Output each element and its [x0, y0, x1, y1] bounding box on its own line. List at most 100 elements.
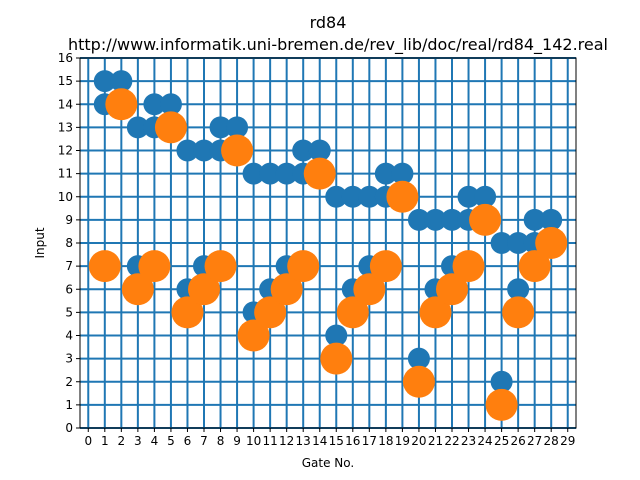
control-point	[441, 208, 463, 231]
x-tick-label: 8	[217, 434, 225, 448]
x-tick-label: 3	[134, 434, 142, 448]
target-point	[369, 250, 402, 283]
control-point	[110, 70, 133, 93]
x-tick-label: 5	[167, 434, 175, 448]
x-tick-label: 11	[262, 434, 277, 448]
chart-subtitle: http://www.informatik.uni-bremen.de/rev_…	[68, 35, 608, 55]
x-tick-label: 18	[378, 434, 393, 448]
x-tick-label: 25	[494, 434, 509, 448]
control-point	[358, 185, 381, 208]
target-point	[336, 296, 369, 329]
y-tick-label: 1	[65, 398, 73, 412]
y-tick-label: 5	[65, 305, 73, 319]
target-point	[105, 88, 138, 121]
target-point	[303, 157, 336, 190]
control-point	[540, 208, 563, 231]
control-point	[325, 185, 348, 208]
y-tick-label: 7	[65, 259, 73, 273]
control-point	[391, 162, 414, 185]
target-point	[419, 296, 452, 329]
y-tick-label: 8	[65, 236, 73, 250]
target-point	[386, 180, 419, 213]
x-tick-label: 4	[151, 434, 159, 448]
x-tick-label: 29	[560, 434, 575, 448]
y-tick-label: 4	[65, 329, 73, 343]
y-tick-label: 6	[65, 282, 73, 296]
target-point	[287, 250, 320, 283]
control-point	[242, 162, 265, 185]
target-point	[353, 273, 386, 306]
target-point	[88, 250, 121, 283]
control-point	[490, 232, 513, 254]
target-point	[485, 388, 518, 421]
x-tick-label: 21	[428, 434, 443, 448]
y-tick-label: 12	[58, 144, 73, 158]
x-tick-label: 24	[477, 434, 492, 448]
target-point	[402, 365, 435, 398]
control-point	[424, 208, 447, 231]
control-point	[126, 116, 149, 139]
x-tick-label: 22	[444, 434, 459, 448]
target-point	[270, 273, 303, 306]
target-point	[502, 296, 535, 329]
y-axis-label: Input	[33, 227, 47, 258]
target-point	[254, 296, 287, 329]
y-tick-label: 13	[58, 120, 73, 134]
y-tick-label: 14	[58, 97, 73, 111]
target-point	[237, 319, 270, 352]
x-axis: 0 1 2 3 4 5 6 7 8 9 10 11 12 13 14 15 16 17 18 19 20 21 22 23 24…	[84, 428, 575, 448]
y-tick-label: 10	[58, 190, 73, 204]
control-point	[474, 185, 497, 208]
x-tick-label: 20	[411, 434, 426, 448]
control-point	[93, 70, 116, 93]
control-point	[292, 139, 315, 162]
control-point	[407, 208, 430, 231]
target-point	[171, 296, 204, 329]
target-point	[154, 111, 187, 144]
x-tick-label: 28	[544, 434, 559, 448]
y-tick-label: 15	[58, 74, 73, 88]
control-point	[507, 232, 530, 254]
target-point	[452, 250, 485, 283]
y-tick-label: 2	[65, 375, 73, 389]
x-tick-label: 27	[527, 434, 542, 448]
x-tick-label: 26	[510, 434, 525, 448]
control-point	[457, 185, 480, 208]
x-tick-label: 0	[84, 434, 92, 448]
y-tick-label: 3	[65, 352, 73, 366]
control-point	[490, 370, 513, 393]
control-point	[209, 116, 232, 139]
target-point	[436, 273, 468, 306]
x-tick-label: 7	[200, 434, 208, 448]
target-point	[188, 273, 220, 306]
control-point	[341, 185, 364, 208]
control-point	[159, 93, 182, 116]
x-tick-label: 1	[101, 434, 109, 448]
x-tick-label: 16	[345, 434, 360, 448]
x-tick-label: 2	[118, 434, 126, 448]
target-point	[221, 134, 254, 167]
y-tick-label: 0	[65, 421, 73, 435]
control-point	[275, 162, 298, 185]
x-tick-label: 19	[395, 434, 410, 448]
control-point	[407, 347, 430, 370]
x-axis-label: Gate No.	[302, 456, 354, 470]
y-tick-label: 11	[58, 167, 73, 181]
x-tick-label: 6	[184, 434, 192, 448]
control-point	[523, 208, 546, 231]
control-point	[226, 116, 249, 139]
y-tick-label: 9	[65, 213, 73, 227]
y-tick-label: 16	[58, 51, 73, 65]
control-point	[176, 139, 199, 162]
control-point	[259, 162, 282, 185]
x-tick-label: 14	[312, 434, 327, 448]
x-tick-label: 23	[461, 434, 476, 448]
target-point	[469, 203, 502, 236]
target-point	[320, 342, 353, 375]
x-tick-label: 9	[233, 434, 241, 448]
control-point	[374, 162, 397, 185]
control-point	[143, 93, 166, 116]
x-tick-label: 12	[279, 434, 294, 448]
